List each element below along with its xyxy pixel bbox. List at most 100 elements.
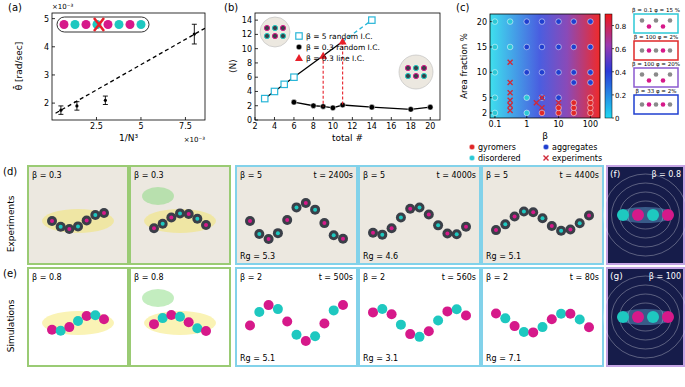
inset-photo [260,17,290,47]
error-bar [103,96,108,104]
data-point [539,110,545,116]
particle [654,48,659,53]
particle [73,316,83,326]
particle [461,222,471,232]
particle [184,209,194,219]
particle [292,330,302,340]
particle [264,234,274,244]
frame-label: Rg = 5.1 [486,252,521,261]
x-tick [140,117,141,120]
particle-mark [195,217,199,221]
particle [137,20,146,29]
x-tick-label: 8 [311,122,316,131]
particle [82,20,91,29]
frame-label: β = 2 [363,273,385,282]
particle [421,65,426,70]
particle-mark [187,212,191,216]
x-tick-label: 5 [138,122,143,131]
x-tick [410,117,411,120]
x-tick [274,117,275,120]
data-point [571,80,577,86]
particle [661,102,666,107]
drop-line [323,56,324,107]
x-tick [96,117,97,120]
particle [272,33,277,38]
data-point [571,19,577,25]
particle [338,234,348,244]
particle [405,73,410,78]
x-tick [371,117,372,120]
axis-multiplier: ×10⁻³ [184,136,205,144]
particle [192,323,202,333]
particle-mark [295,205,299,209]
x-tick [332,117,333,120]
particle [433,220,443,230]
data-point [508,103,513,108]
data-point [588,19,594,25]
data-point [543,144,549,150]
particle [47,325,57,335]
particle [99,314,109,324]
particle [424,326,434,336]
particle-mark [248,219,252,223]
particle [617,209,629,221]
particle [264,300,274,310]
particle [647,24,652,29]
frame-label: β = 0.3 [32,171,62,180]
data-point [271,88,277,94]
particle [538,322,548,332]
y-axis-label: ⟨N⟩ [228,59,238,73]
particle-mark [59,225,63,229]
data-point [262,95,268,101]
x-tick-label: 6 [291,122,296,131]
data-point [75,104,78,107]
particle [413,73,418,78]
particle [510,212,520,222]
particle-mark [267,237,271,241]
particle [192,214,202,224]
particle-mark [568,228,572,232]
particle [104,20,113,29]
x-tick-label: 0.1 [489,120,502,129]
y-tick-label: 10 [242,45,252,54]
x-tick-label: 10 [553,120,563,129]
particle-mark [313,208,317,212]
particle [82,311,92,321]
particle [71,20,80,29]
particle [319,218,329,228]
y-tick-label: 2 [44,99,49,108]
particle [415,332,425,342]
field-line [604,174,685,256]
data-point [408,107,414,113]
frame-label: β = 0.3 [134,171,164,180]
data-point [291,99,297,105]
particle [184,317,194,327]
data-point [539,105,544,110]
x-tick [352,117,353,120]
particle-mark [464,225,468,229]
particle [662,311,674,323]
particle [632,311,644,323]
x-tick [391,117,392,120]
x-tick-label: 16 [386,122,396,131]
y-tick-label: 3 [44,71,49,80]
x-tick-label: 20 [425,122,435,131]
data-point [588,100,594,106]
particle [442,306,452,316]
frame-label: β = 100 [649,272,681,281]
particle [647,102,652,107]
image-frame [359,268,480,366]
data-point [492,95,498,101]
data-point [588,70,594,76]
highlight [144,311,216,335]
frame-label: t = 2400s [314,171,353,180]
particle [662,209,674,221]
data-point [492,110,498,116]
particle [329,230,339,240]
particle-mark [332,233,336,237]
data-point [524,19,530,25]
particle [377,304,387,314]
image-frame [236,166,357,264]
data-point [571,105,577,111]
data-point [556,19,562,25]
